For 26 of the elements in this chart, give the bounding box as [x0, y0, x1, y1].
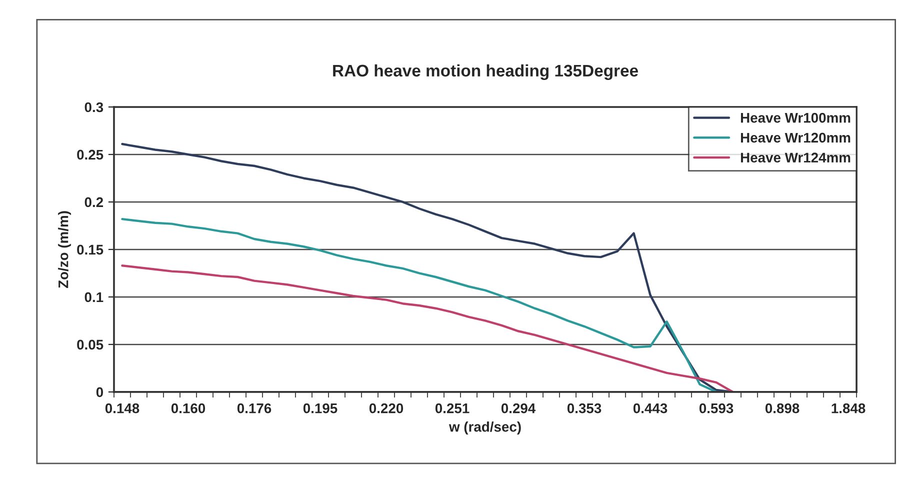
y-tick-label: 0.15 [77, 244, 104, 255]
legend-label: Heave Wr100mm [740, 112, 850, 123]
x-tick-label: 0.195 [303, 403, 338, 414]
legend-label: Heave Wr120mm [740, 132, 850, 143]
x-tick-label: 0.251 [435, 403, 470, 414]
y-tick-label: 0.2 [84, 197, 104, 208]
x-tick-label: 1.848 [832, 403, 866, 414]
x-tick-label: 0.443 [633, 403, 668, 414]
legend-label: Heave Wr124mm [740, 152, 850, 163]
x-tick-label: 0.160 [171, 403, 206, 414]
x-axis-title: w (rad/sec) [448, 422, 521, 434]
x-tick-label: 0.148 [105, 403, 140, 414]
y-tick-label: 0.25 [77, 150, 104, 160]
x-tick-label: 0.898 [765, 403, 800, 414]
y-tick-label: 0.05 [77, 340, 104, 350]
x-tick-label: 0.593 [699, 403, 734, 414]
chart-title: RAO heave motion heading 135Degree [333, 64, 638, 80]
x-tick-label: 0.176 [237, 403, 272, 414]
x-tick-label: 0.353 [567, 403, 602, 414]
y-axis-title: Zo/zo (m/m) [58, 211, 71, 288]
y-tick-label: 0 [96, 387, 104, 398]
x-tick-label: 0.294 [501, 403, 536, 414]
x-tick-label: 0.220 [369, 403, 404, 414]
y-tick-label: 0.3 [84, 102, 104, 112]
y-tick-label: 0.1 [84, 292, 104, 302]
line-series [121, 264, 734, 392]
